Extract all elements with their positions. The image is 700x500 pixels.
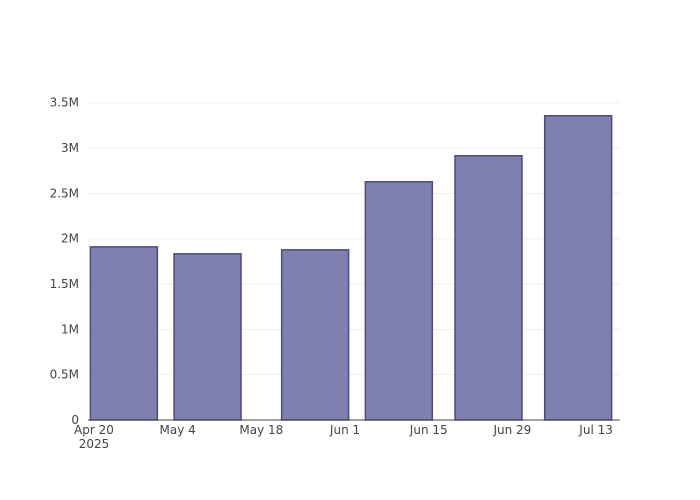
y-tick-label: 0 bbox=[71, 413, 79, 427]
bar bbox=[89, 246, 159, 421]
y-tick-label: 0.5M bbox=[50, 368, 79, 382]
y-tick-label: 2.5M bbox=[50, 186, 79, 200]
y-tick-label: 3M bbox=[61, 141, 79, 155]
x-tick-label: Apr 20 2025 bbox=[74, 423, 114, 451]
bar bbox=[454, 155, 523, 421]
bar bbox=[173, 253, 242, 421]
y-tick-label: 1.5M bbox=[50, 277, 79, 291]
x-tick-label: Jun 15 bbox=[409, 423, 448, 437]
bar bbox=[280, 249, 350, 421]
x-tick-label: May 4 bbox=[160, 423, 196, 437]
x-tick-label: Jul 13 bbox=[578, 423, 613, 437]
x-tick-label: Jun 29 bbox=[492, 423, 531, 437]
bar bbox=[364, 181, 434, 421]
bar bbox=[543, 115, 613, 421]
x-tick-label: Jun 1 bbox=[329, 423, 360, 437]
y-tick-label: 3.5M bbox=[50, 96, 79, 110]
x-tick-label: May 18 bbox=[239, 423, 283, 437]
y-tick-label: 2M bbox=[61, 232, 79, 246]
y-tick-label: 1M bbox=[61, 322, 79, 336]
